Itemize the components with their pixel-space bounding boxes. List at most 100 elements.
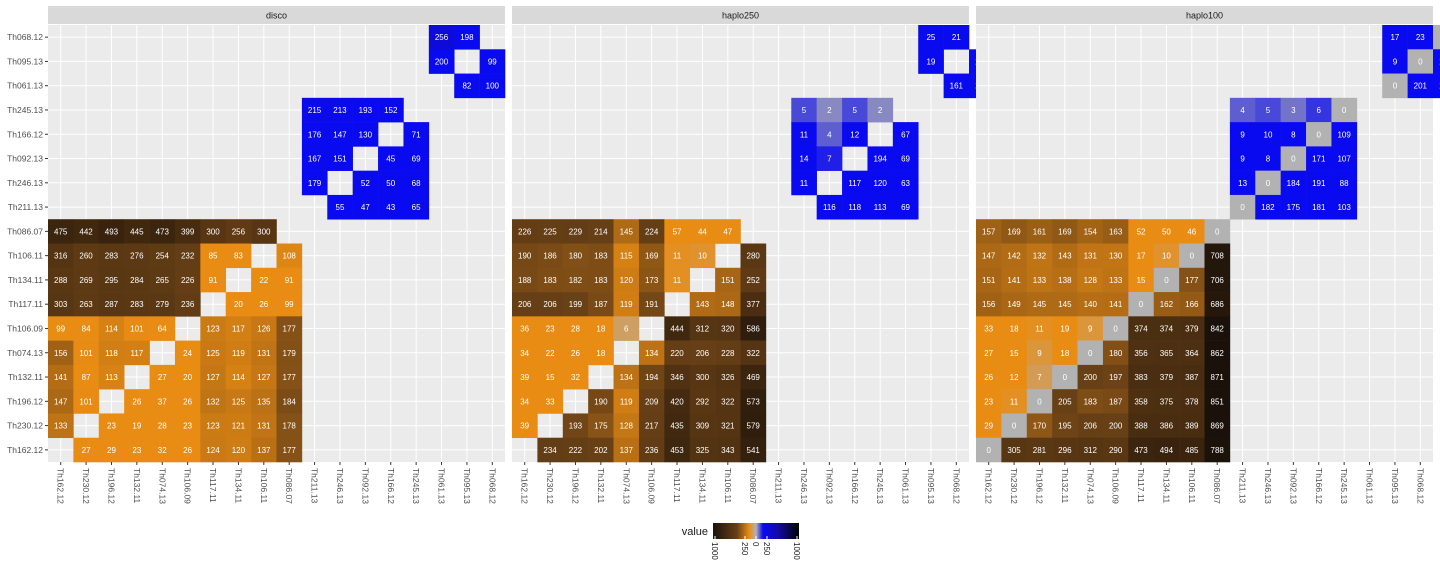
cell-value-label: 88 bbox=[1340, 179, 1349, 188]
cell-value-label: 5 bbox=[1266, 106, 1271, 115]
cell-value-label: 9 bbox=[1088, 324, 1093, 333]
cell-value-label: 179 bbox=[308, 179, 322, 188]
x-tick-label: Th132.11 bbox=[1060, 468, 1070, 504]
cell-value-label: 17 bbox=[1137, 252, 1146, 261]
cell-value-label: 265 bbox=[156, 276, 170, 285]
heatmap-cell bbox=[1102, 340, 1129, 366]
heatmap-cell bbox=[791, 170, 817, 196]
cell-value-label: 169 bbox=[645, 252, 659, 261]
heatmap-cell bbox=[174, 243, 201, 269]
heatmap-cell bbox=[638, 364, 665, 390]
heatmap-cell bbox=[98, 219, 125, 244]
cell-value-label: 177 bbox=[1185, 276, 1199, 285]
heatmap-cell bbox=[715, 437, 741, 463]
heatmap-cell bbox=[1077, 219, 1104, 244]
heatmap-cell bbox=[976, 437, 1002, 463]
cell-value-label: 134 bbox=[620, 373, 634, 382]
heatmap-cell bbox=[1153, 364, 1180, 390]
heatmap-cell bbox=[251, 219, 277, 244]
heatmap-cell bbox=[976, 316, 1002, 341]
heatmap-cell bbox=[73, 437, 100, 463]
x-tick-label: Th068.12 bbox=[1415, 468, 1425, 504]
heatmap-cell bbox=[225, 219, 252, 244]
heatmap-cell bbox=[664, 340, 691, 366]
cell-value-label: 133 bbox=[54, 422, 68, 431]
x-tick-label: Th068.12 bbox=[951, 468, 961, 504]
cell-value-label: 283 bbox=[105, 252, 119, 261]
cell-value-label: 83 bbox=[234, 252, 243, 261]
cell-value-label: 254 bbox=[156, 252, 170, 261]
heatmap-cell bbox=[1153, 243, 1180, 269]
heatmap-cell bbox=[740, 364, 767, 390]
heatmap-cell bbox=[378, 146, 404, 171]
heatmap-cell bbox=[1128, 364, 1155, 390]
x-tick-label: Th106.09 bbox=[647, 468, 657, 504]
cell-value-label: 226 bbox=[518, 227, 532, 236]
heatmap-cell bbox=[664, 437, 691, 463]
heatmap-cell bbox=[174, 389, 201, 414]
cell-value-label: 256 bbox=[232, 227, 246, 236]
cell-value-label: 29 bbox=[984, 422, 993, 431]
cell-value-label: 0 bbox=[1342, 106, 1347, 115]
cell-value-label: 197 bbox=[1109, 373, 1123, 382]
cell-value-label: 183 bbox=[594, 252, 608, 261]
heatmap-cell bbox=[73, 292, 100, 317]
cell-value-label: 123 bbox=[206, 422, 220, 431]
heatmap-cell bbox=[378, 194, 404, 220]
heatmap-cell bbox=[537, 316, 564, 341]
heatmap-cell bbox=[1306, 170, 1332, 196]
heatmap-cell bbox=[1001, 243, 1028, 269]
heatmap-cell bbox=[689, 389, 716, 414]
heatmap-cell bbox=[1407, 49, 1434, 74]
heatmap-cell bbox=[149, 219, 176, 244]
heatmap-cell bbox=[1433, 49, 1440, 74]
heatmap-cell bbox=[1102, 364, 1129, 390]
cell-value-label: 128 bbox=[1084, 276, 1098, 285]
cell-value-label: 163 bbox=[1109, 227, 1123, 236]
heatmap-cell bbox=[638, 413, 665, 439]
cell-value-label: 0 bbox=[1113, 324, 1118, 333]
y-tick-label: Th245.13 bbox=[7, 105, 43, 115]
heatmap-cell bbox=[1128, 437, 1155, 463]
heatmap-cell bbox=[613, 413, 640, 439]
cell-value-label: 279 bbox=[156, 300, 170, 309]
heatmap-cell bbox=[1433, 73, 1440, 99]
heatmap-cell bbox=[149, 243, 176, 269]
cell-value-label: 169 bbox=[1007, 227, 1021, 236]
heatmap-cell bbox=[1407, 73, 1434, 99]
heatmap-cell bbox=[124, 292, 150, 317]
heatmap-cell bbox=[562, 340, 589, 366]
cell-value-label: 140 bbox=[1084, 300, 1098, 309]
x-tick-label: Th132.11 bbox=[132, 468, 142, 504]
cell-value-label: 190 bbox=[518, 252, 532, 261]
cell-value-label: 26 bbox=[259, 300, 268, 309]
cell-value-label: 0 bbox=[1037, 397, 1042, 406]
heatmap-cell bbox=[1255, 194, 1281, 220]
heatmap-cell bbox=[562, 292, 589, 317]
cell-value-label: 85 bbox=[209, 252, 218, 261]
cell-value-label: 0 bbox=[1291, 155, 1296, 164]
heatmap-cell bbox=[73, 389, 100, 414]
cell-value-label: 39 bbox=[520, 422, 529, 431]
heatmap-cell bbox=[1331, 194, 1358, 220]
heatmap-cell bbox=[1001, 219, 1028, 244]
cell-value-label: 34 bbox=[520, 397, 529, 406]
y-tick-label: Th061.13 bbox=[7, 81, 43, 91]
heatmap-cell bbox=[428, 25, 455, 50]
cell-value-label: 101 bbox=[79, 349, 93, 358]
heatmap-cell bbox=[1255, 146, 1281, 171]
cell-value-label: 706 bbox=[1211, 276, 1225, 285]
cell-value-label: 32 bbox=[571, 373, 580, 382]
cell-value-label: 379 bbox=[1185, 324, 1199, 333]
cell-value-label: 183 bbox=[1084, 397, 1098, 406]
cell-value-label: 215 bbox=[308, 106, 322, 115]
cell-value-label: 183 bbox=[594, 276, 608, 285]
heatmap-cell bbox=[1102, 267, 1129, 293]
heatmap-cell bbox=[1077, 413, 1104, 439]
heatmap-cell bbox=[200, 267, 227, 293]
heatmap-cell bbox=[98, 364, 125, 390]
x-tick-label: Th074.13 bbox=[621, 468, 631, 504]
heatmap-cell bbox=[174, 413, 201, 439]
cell-value-label: 252 bbox=[747, 276, 761, 285]
heatmap-cell bbox=[251, 364, 277, 390]
